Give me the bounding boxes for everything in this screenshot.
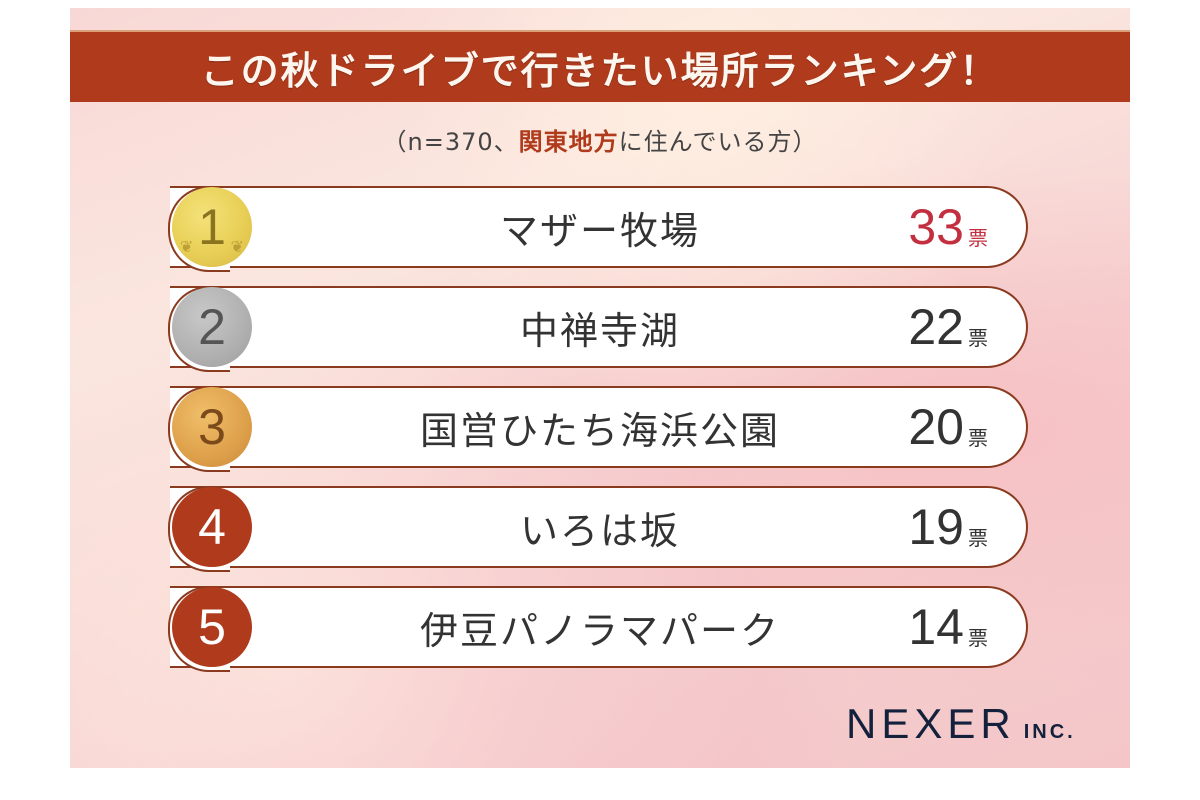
ranking-row-3: 3 国営ひたち海浜公園 20 票 [168, 385, 1028, 472]
gold-medal-icon: 1 ❦ ❦ [172, 187, 252, 267]
vote-count: 33 票 [908, 186, 988, 268]
nexer-logo: NEXER INC. [846, 700, 1076, 748]
ranking-row-1: 1 ❦ ❦ マザー牧場 33 票 [168, 185, 1028, 272]
row-pill [168, 185, 1028, 272]
vote-unit: 票 [968, 325, 988, 350]
bronze-medal-icon: 3 [172, 387, 252, 467]
vote-number: 33 [908, 199, 964, 255]
logo-suffix: INC. [1023, 721, 1076, 743]
place-name: いろは坂 [519, 508, 680, 553]
rank-number: 3 [198, 399, 226, 455]
place-name: 中禅寺湖 [519, 308, 680, 353]
vote-number: 19 [908, 499, 964, 555]
vote-count: 20 票 [908, 386, 988, 468]
laurel-icon: ❦ [180, 239, 194, 256]
ranking-row-4: 4 いろは坂 19 票 [168, 485, 1028, 572]
rank-badge-icon: 4 [172, 487, 252, 567]
ranking-row-2: 2 中禅寺湖 22 票 [168, 285, 1028, 372]
vote-unit: 票 [968, 625, 988, 650]
row-pill [168, 485, 1028, 572]
vote-unit: 票 [968, 225, 988, 250]
vote-number: 22 [908, 299, 964, 355]
vote-number: 14 [908, 599, 964, 655]
sample-note-suffix: に住んでいる方） [618, 128, 818, 156]
rank-number: 2 [198, 299, 226, 355]
rank-number: 1 [198, 199, 226, 255]
vote-unit: 票 [968, 425, 988, 450]
rank-badge-icon: 5 [172, 587, 252, 667]
place-name: 国営ひたち海浜公園 [419, 408, 780, 453]
laurel-icon: ❦ [230, 239, 244, 256]
sample-note-prefix: （n=370、 [382, 128, 519, 156]
sample-note: （n=370、関東地方に住んでいる方） [70, 122, 1130, 157]
logo-wordmark: NEXER [846, 700, 1016, 747]
rank-number: 4 [198, 499, 226, 555]
place-name: 伊豆パノラマパーク [419, 608, 780, 653]
page-title: この秋ドライブで行きたい場所ランキング！ [200, 48, 1000, 93]
vote-unit: 票 [968, 525, 988, 550]
vote-count: 22 票 [908, 286, 988, 368]
vote-count: 19 票 [908, 486, 988, 568]
silver-medal-icon: 2 [172, 287, 252, 367]
vote-number: 20 [908, 399, 964, 455]
rank-number: 5 [198, 599, 226, 655]
place-name: マザー牧場 [499, 208, 700, 253]
sample-note-region: 関東地方 [518, 128, 619, 156]
vote-count: 14 票 [908, 586, 988, 668]
ranking-row-5: 5 伊豆パノラマパーク 14 票 [168, 585, 1028, 672]
header-bar: この秋ドライブで行きたい場所ランキング！ [70, 30, 1130, 102]
